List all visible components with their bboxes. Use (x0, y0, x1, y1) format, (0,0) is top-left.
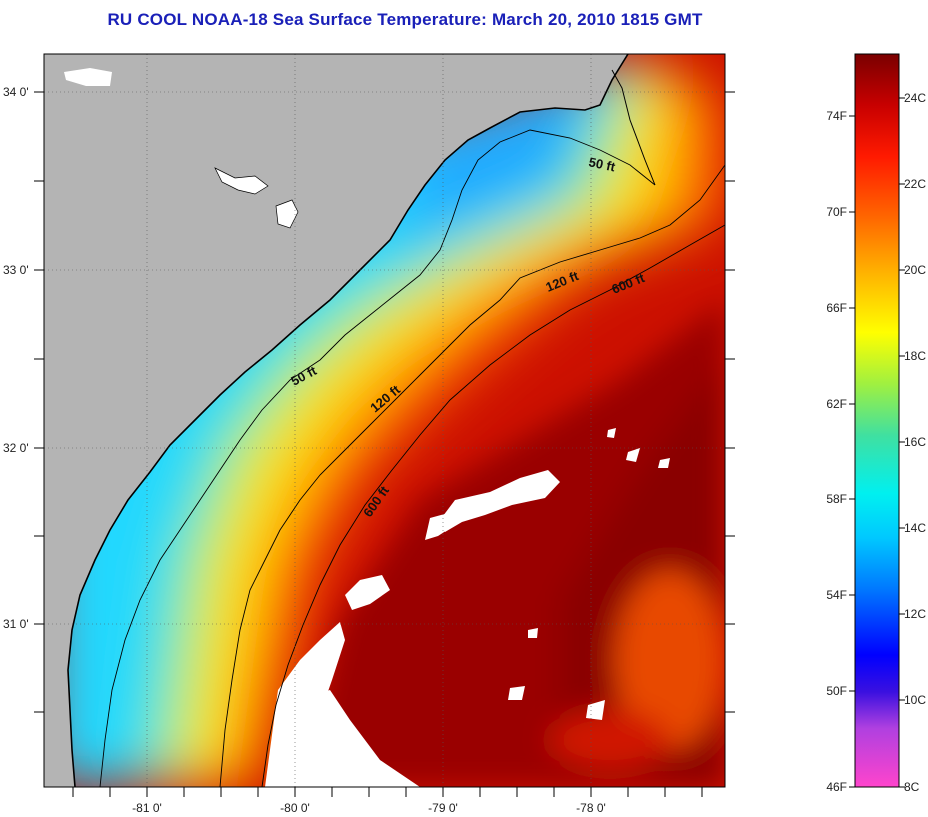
map-panel: -81 0' -80 0' -79 0' -78 0' 34 0' 33 0' … (3, 53, 735, 815)
map-ticks (34, 91, 735, 797)
colorbar-f-label: 62F (826, 397, 847, 411)
colorbar-c-label: 12C (904, 607, 926, 621)
colorbar-f-label: 46F (826, 780, 847, 794)
colorbar-c-label: 24C (904, 91, 926, 105)
inland-water (64, 68, 112, 86)
coastline (67, 54, 629, 787)
map-frame (43, 53, 726, 788)
lon-label: -78 0' (576, 801, 606, 815)
colorbar-c-label: 22C (904, 177, 926, 191)
lon-label: -80 0' (280, 801, 310, 815)
colorbar-f-label: 54F (826, 588, 847, 602)
colorbar-c-label: 8C (904, 780, 920, 794)
colorbar-c-label: 14C (904, 521, 926, 535)
colorbar-f-label: 70F (826, 205, 847, 219)
cape-fear-estuary (611, 69, 656, 186)
colorbar-f-label: 66F (826, 301, 847, 315)
colorbar-f-label: 74F (826, 109, 847, 123)
lat-label: 33 0' (3, 263, 29, 277)
colorbar-ramp (854, 53, 900, 788)
colorbar-f-label: 50F (826, 684, 847, 698)
lat-label: 31 0' (3, 617, 29, 631)
lon-label: -79 0' (428, 801, 458, 815)
colorbar-c-label: 10C (904, 693, 926, 707)
lake-moultrie (275, 199, 299, 229)
lat-label: 32 0' (3, 441, 29, 455)
lake-marion (214, 167, 269, 195)
gulf-stream-core (300, 300, 725, 787)
colorbar-c-label: 16C (904, 435, 926, 449)
colorbar-f-label: 58F (826, 492, 847, 506)
graticule (44, 54, 725, 787)
cloud-mask (265, 428, 670, 787)
colorbar: 74F 70F 66F 62F 58F 54F 50F 46F 24C 22C … (826, 53, 926, 794)
isobath-label-50ft: 50 ft (587, 154, 617, 174)
colorbar-ticks (849, 97, 905, 788)
lat-label: 34 0' (3, 85, 29, 99)
map-title: RU COOL NOAA-18 Sea Surface Temperature:… (107, 10, 703, 29)
isobath-600ft (261, 224, 725, 787)
lon-label: -81 0' (132, 801, 162, 815)
isobath-120ft (219, 164, 725, 787)
colorbar-c-label: 20C (904, 263, 926, 277)
colorbar-c-label: 18C (904, 349, 926, 363)
land-mass (44, 54, 628, 787)
isobath-50ft (99, 129, 656, 787)
